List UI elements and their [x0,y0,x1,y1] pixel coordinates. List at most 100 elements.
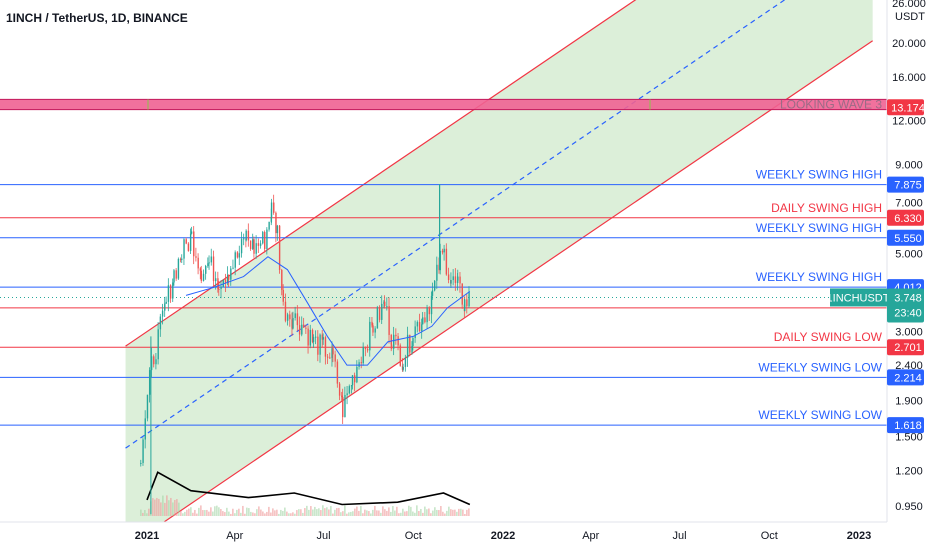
candle-body [270,202,273,218]
candle-body [232,267,234,269]
volume-bar [214,506,216,516]
candle-body [414,326,416,339]
candle-body [291,319,293,329]
volume-bar [270,512,272,516]
price-tick-label: 7.000 [895,198,923,210]
volume-bar [404,511,406,516]
volume-bar [226,507,228,516]
volume-bar [332,513,334,516]
price-tick-label: 9.000 [895,159,923,171]
volume-bar [456,511,458,516]
volume-bar [286,511,288,516]
volume-bar [408,505,410,516]
candle-body [358,362,360,367]
volume-bar [298,509,300,516]
level-tag-bg [887,176,924,193]
candle-body [157,329,159,360]
candle-body [331,348,333,358]
volume-bar [416,505,418,516]
candle-body [172,282,174,299]
time-axis[interactable]: 2021 Apr Jul Oct 2022 Apr Jul Oct 2023 [0,521,887,550]
volume-bar [234,513,236,516]
volume-bar [468,508,470,516]
candle-body [200,270,203,281]
volume-bar [346,513,348,516]
horizontal-levels[interactable]: WEEKLY SWING HIGH DAILY SWING HIGH WEEKLY … [0,168,887,426]
candle-body [207,263,209,267]
candle-body [441,250,444,253]
volume-bar [360,505,362,516]
volume-bar [312,509,314,516]
candle-body [275,212,277,234]
candle-body [282,289,284,302]
volume-bar [384,509,386,516]
level-tag: 2.214 [894,372,922,384]
volume-bar [430,513,432,516]
volume-bar [144,510,146,516]
volume-bar [302,512,304,516]
volume-bar [334,509,336,516]
candle-body [354,375,356,383]
volume-bar [194,509,196,516]
candle-body [424,317,426,323]
level-tag: 1.618 [894,420,922,432]
volume-bar [208,511,210,516]
candle-body [350,385,353,387]
candle-body [247,230,250,241]
volume-bar [174,499,176,516]
volume-bar [248,508,250,516]
candle-body [436,264,438,281]
candle-body [409,334,411,353]
candle-body [262,232,264,244]
volume-bar [344,505,346,516]
time-tick-label: 2023 [847,530,871,542]
volume-bar [414,512,416,516]
volume-bar [358,510,360,516]
candle-body [165,301,167,304]
volume-bar [186,509,188,516]
price-axis[interactable]: 26.000 20.000 16.000 12.000 9.000 7.000 5.000 3… [886,0,932,550]
candle-body [364,346,367,350]
volume-bar [220,509,222,516]
candle-body [443,248,445,253]
parallel-channel[interactable] [125,0,873,548]
volume-bar [466,509,468,516]
chart-title: 1INCH / TetherUS, 1D, BINANCE [6,11,188,25]
volume-bar [160,502,162,516]
volume-bar [342,511,344,516]
candle-body [173,270,175,283]
candle-body [457,276,459,281]
volume-bar [422,512,424,516]
channel-upper-line [125,0,637,347]
volume-bar [204,510,206,516]
volume-bar [198,507,200,516]
candle-body [289,314,291,320]
volume-bar [250,511,252,516]
candle-body [197,257,199,269]
level-tag: 6.330 [894,213,922,225]
countdown-text: 23:40 [894,307,922,319]
candle-body [153,356,155,365]
candle-body [181,258,183,260]
volume-bar [196,513,198,516]
target-zone[interactable]: LOOKING WAVE 3 [0,98,887,112]
volume-bar [452,509,454,516]
candle-body [144,418,146,440]
time-tick-label: Oct [405,530,422,542]
current-price-tag: 3.748 [894,292,922,304]
volume-bar [304,508,306,516]
volume-bar [378,510,380,516]
candle-body [431,290,434,296]
volume-bar [432,510,434,516]
time-tick-label: 2021 [135,530,159,542]
volume-bar [436,509,438,516]
volume-bar [288,513,290,516]
volume-bar [168,500,170,516]
candle-body [224,279,227,283]
candle-body [142,439,144,463]
volume-bar [442,511,444,516]
candle-body [439,250,442,271]
volume-bar [176,499,178,516]
